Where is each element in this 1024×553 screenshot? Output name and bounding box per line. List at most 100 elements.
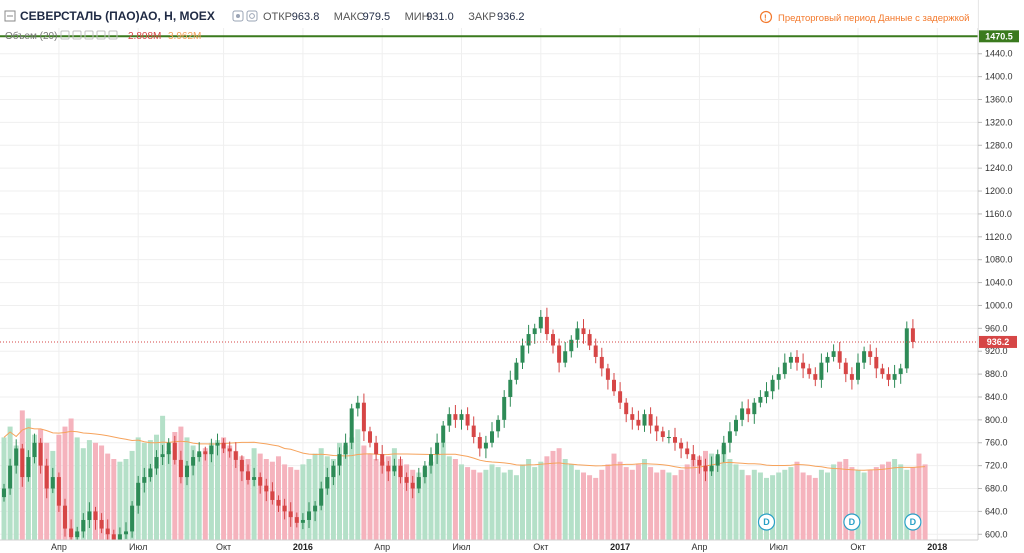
candle[interactable] <box>294 512 299 528</box>
candle[interactable] <box>520 338 525 369</box>
candles[interactable] <box>2 307 915 550</box>
candle[interactable] <box>575 321 580 348</box>
candle[interactable] <box>752 398 757 424</box>
candle[interactable] <box>624 398 629 423</box>
candle[interactable] <box>734 415 738 436</box>
candle[interactable] <box>514 358 519 385</box>
candle[interactable] <box>178 450 183 484</box>
candle[interactable] <box>313 501 318 522</box>
candle[interactable] <box>203 446 208 461</box>
candle[interactable] <box>770 375 775 400</box>
candle[interactable] <box>831 344 836 362</box>
candle[interactable] <box>215 433 220 456</box>
candle[interactable] <box>776 367 781 390</box>
candle[interactable] <box>197 442 202 462</box>
candle[interactable] <box>886 367 891 387</box>
candle[interactable] <box>660 426 665 442</box>
candle[interactable] <box>258 472 263 494</box>
candle[interactable] <box>331 461 336 486</box>
candle[interactable] <box>209 438 214 463</box>
candle[interactable] <box>593 338 598 364</box>
candle[interactable] <box>111 529 116 548</box>
candle[interactable] <box>715 449 720 472</box>
candle[interactable] <box>319 481 324 511</box>
candle[interactable] <box>355 395 360 417</box>
candle[interactable] <box>361 393 366 442</box>
candle[interactable] <box>807 363 812 379</box>
candle[interactable] <box>703 458 708 482</box>
candle[interactable] <box>288 502 293 527</box>
dividend-marker[interactable]: D <box>757 513 776 531</box>
candle[interactable] <box>81 513 86 538</box>
candle[interactable] <box>898 363 903 384</box>
candle[interactable] <box>526 324 531 354</box>
candle[interactable] <box>557 338 562 373</box>
candle[interactable] <box>740 401 745 427</box>
candle[interactable] <box>185 461 189 486</box>
candle[interactable] <box>105 519 110 540</box>
candle[interactable] <box>63 498 67 537</box>
settings-icon[interactable] <box>246 10 258 22</box>
candle[interactable] <box>325 467 330 495</box>
candle[interactable] <box>166 438 171 464</box>
candle[interactable] <box>416 467 421 494</box>
candle[interactable] <box>14 439 19 474</box>
candle[interactable] <box>465 407 470 431</box>
candle[interactable] <box>386 461 391 482</box>
candle[interactable] <box>447 407 452 432</box>
candle[interactable] <box>221 438 226 454</box>
candle[interactable] <box>612 372 616 396</box>
candle[interactable] <box>130 501 135 538</box>
candle[interactable] <box>795 350 799 371</box>
candle[interactable] <box>148 463 153 482</box>
candle[interactable] <box>532 323 537 344</box>
candle[interactable] <box>441 421 446 448</box>
notice-icon[interactable]: ! <box>759 10 773 24</box>
candle[interactable] <box>264 478 269 502</box>
candle[interactable] <box>691 445 696 467</box>
candle[interactable] <box>892 364 897 388</box>
candle[interactable] <box>172 435 177 465</box>
candle[interactable] <box>160 445 165 466</box>
candle[interactable] <box>8 458 13 495</box>
candle[interactable] <box>276 495 281 512</box>
candle[interactable] <box>709 456 714 476</box>
candle[interactable] <box>508 370 513 407</box>
candle[interactable] <box>758 390 763 408</box>
candle[interactable] <box>93 506 98 530</box>
candle[interactable] <box>569 335 574 358</box>
candle[interactable] <box>825 352 830 373</box>
candle[interactable] <box>337 447 342 476</box>
candle[interactable] <box>843 358 848 383</box>
candle[interactable] <box>154 450 159 475</box>
eye-icon[interactable] <box>232 10 244 22</box>
candle[interactable] <box>307 502 311 528</box>
candle[interactable] <box>666 430 671 444</box>
candle[interactable] <box>239 455 244 482</box>
candle[interactable] <box>538 310 543 333</box>
candle[interactable] <box>429 447 433 474</box>
candle[interactable] <box>801 353 806 379</box>
candle[interactable] <box>618 382 623 409</box>
candle[interactable] <box>136 475 141 514</box>
candle[interactable] <box>398 456 403 484</box>
dividend-marker[interactable]: D <box>904 513 922 531</box>
candle[interactable] <box>124 522 128 539</box>
candle[interactable] <box>483 435 488 459</box>
candle[interactable] <box>502 390 507 428</box>
candle[interactable] <box>32 433 37 464</box>
candle[interactable] <box>56 472 61 512</box>
candle[interactable] <box>544 307 549 341</box>
candle[interactable] <box>648 407 653 434</box>
candle[interactable] <box>605 363 610 390</box>
candle[interactable] <box>75 526 80 542</box>
candle[interactable] <box>599 347 604 377</box>
candle[interactable] <box>69 519 74 546</box>
candle[interactable] <box>252 467 257 487</box>
candle[interactable] <box>746 399 751 423</box>
candle[interactable] <box>435 433 440 464</box>
candle[interactable] <box>99 513 104 534</box>
candle[interactable] <box>422 461 427 484</box>
